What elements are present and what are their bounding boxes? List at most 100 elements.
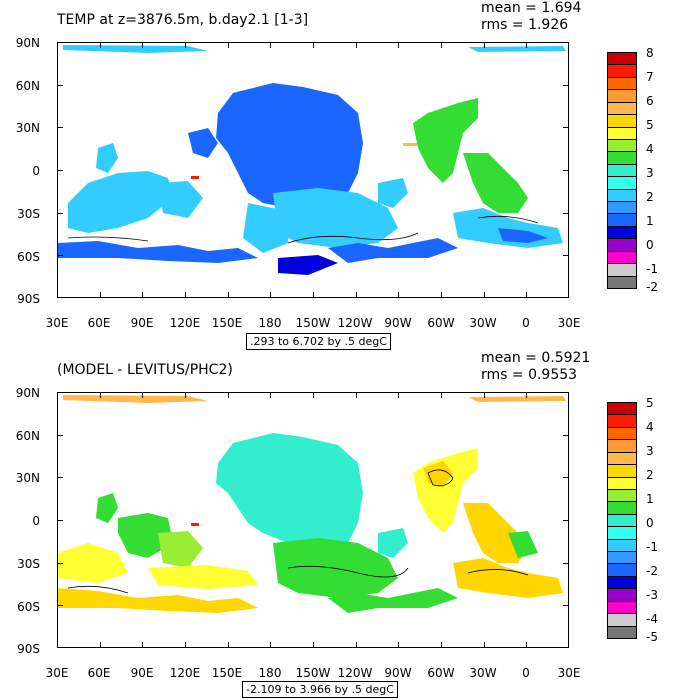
panel-temperature: TEMP at z=3876.5m, b.day2.1 [1-3] mean =… bbox=[15, 0, 658, 350]
contour-range-label: -2.109 to 3.966 by .5 degC bbox=[242, 681, 398, 698]
contour-line bbox=[477, 215, 539, 224]
tick-mark bbox=[57, 127, 63, 129]
colorbar-swatch bbox=[607, 76, 637, 91]
lon-label: 60W bbox=[427, 666, 455, 680]
tick-mark bbox=[185, 642, 186, 648]
colorbar-swatch bbox=[607, 526, 637, 540]
north-atlantic-region bbox=[413, 448, 478, 533]
north-atlantic-region bbox=[413, 98, 478, 183]
colorbar-label: 2 bbox=[646, 468, 654, 482]
tick-mark bbox=[355, 392, 357, 398]
wharton-basin-region bbox=[158, 531, 203, 568]
temperature-map bbox=[57, 42, 569, 298]
tick-mark bbox=[441, 42, 442, 48]
lon-label: 30W bbox=[469, 316, 497, 330]
contour-line bbox=[287, 565, 409, 578]
rms-stat: rms = 1.926 bbox=[481, 17, 569, 33]
colorbar-swatch bbox=[607, 513, 637, 528]
tick-mark bbox=[99, 292, 101, 298]
red-speck bbox=[191, 176, 199, 179]
weddell-region bbox=[498, 228, 548, 243]
tick-mark bbox=[57, 42, 63, 43]
colorbar-label: -2 bbox=[646, 280, 658, 294]
tick-mark bbox=[313, 292, 314, 298]
colorbar-swatch bbox=[607, 551, 637, 565]
arabian-sea-region bbox=[96, 143, 118, 173]
colorbar-swatch bbox=[607, 426, 637, 441]
colorbar-label: 3 bbox=[646, 166, 654, 180]
tick-mark bbox=[142, 292, 144, 298]
lon-label: 120W bbox=[337, 316, 373, 330]
lon-label: 150W bbox=[295, 316, 331, 330]
colorbar-label: 6 bbox=[646, 94, 654, 108]
tick-mark bbox=[563, 84, 569, 86]
tick-mark bbox=[57, 170, 63, 171]
tick-mark bbox=[483, 642, 485, 648]
tick-mark bbox=[57, 292, 58, 298]
wharton-basin-region bbox=[158, 181, 203, 218]
panel-title: (MODEL - LEVITUS/PHC2) bbox=[57, 362, 233, 378]
lon-label: 0 bbox=[522, 316, 530, 330]
labrador-region bbox=[423, 461, 453, 488]
lat-label: 30N bbox=[15, 121, 40, 135]
rms-stat: rms = 0.9553 bbox=[481, 367, 578, 383]
colorbar-swatch bbox=[607, 238, 637, 252]
tick-mark bbox=[398, 642, 400, 648]
tropical-atlantic-region bbox=[463, 153, 528, 213]
lon-label: 60E bbox=[87, 666, 111, 680]
lat-label: 30S bbox=[17, 557, 40, 571]
colorbar-label: 8 bbox=[646, 46, 654, 60]
tick-mark bbox=[227, 392, 229, 398]
colorbar-label: 1 bbox=[646, 214, 654, 228]
north-pacific-region bbox=[216, 83, 363, 208]
arctic-region-west bbox=[63, 45, 208, 53]
arctic-region-west bbox=[63, 395, 208, 403]
contour-range-label: .293 to 6.702 by .5 degC bbox=[246, 333, 391, 350]
lat-label: 60N bbox=[15, 79, 40, 93]
arctic-region-east bbox=[468, 396, 566, 402]
colorbar-swatch bbox=[607, 538, 637, 553]
arabian-sea-region bbox=[96, 493, 118, 523]
tick-mark bbox=[526, 392, 528, 398]
temperature-field bbox=[58, 45, 566, 275]
colorbar-swatch bbox=[607, 101, 637, 116]
tick-mark bbox=[57, 642, 58, 648]
lat-label: 90S bbox=[17, 642, 40, 656]
tick-mark bbox=[568, 292, 569, 298]
colorbar-swatch bbox=[607, 176, 637, 190]
southern-ocean-indian-region bbox=[58, 241, 258, 263]
colorbar bbox=[607, 52, 637, 289]
colorbar-swatch bbox=[607, 213, 637, 227]
lat-label: 30N bbox=[15, 471, 40, 485]
tick-mark bbox=[568, 642, 569, 648]
tick-mark bbox=[563, 605, 569, 607]
colorbar-swatch bbox=[607, 414, 637, 428]
tick-mark bbox=[563, 562, 569, 564]
tick-mark bbox=[441, 392, 442, 398]
tick-mark bbox=[563, 392, 569, 393]
tick-mark bbox=[142, 642, 144, 648]
tick-mark bbox=[355, 642, 357, 648]
tasman-region bbox=[243, 203, 288, 253]
orange-speck bbox=[403, 143, 417, 146]
lon-label: 180 bbox=[258, 316, 282, 330]
colorbar-label: -1 bbox=[646, 540, 658, 554]
tick-mark bbox=[441, 292, 442, 298]
tick-mark bbox=[227, 292, 229, 298]
lon-label: 120E bbox=[169, 316, 201, 330]
colorbar-label: -2 bbox=[646, 564, 658, 578]
tick-mark bbox=[563, 255, 569, 257]
tick-mark bbox=[441, 642, 442, 648]
south-atlantic-region bbox=[453, 208, 563, 248]
tick-mark bbox=[563, 127, 569, 129]
angola-region bbox=[508, 531, 538, 558]
tick-mark bbox=[57, 297, 63, 298]
colorbar-label: 0 bbox=[646, 238, 654, 252]
tick-mark bbox=[355, 292, 357, 298]
colorbar-label: -1 bbox=[646, 262, 658, 276]
tick-mark bbox=[270, 42, 272, 48]
philippine-sea-region bbox=[188, 128, 218, 158]
tick-mark bbox=[568, 392, 569, 398]
colorbar-swatch bbox=[607, 625, 637, 639]
colorbar-swatch bbox=[607, 114, 637, 128]
